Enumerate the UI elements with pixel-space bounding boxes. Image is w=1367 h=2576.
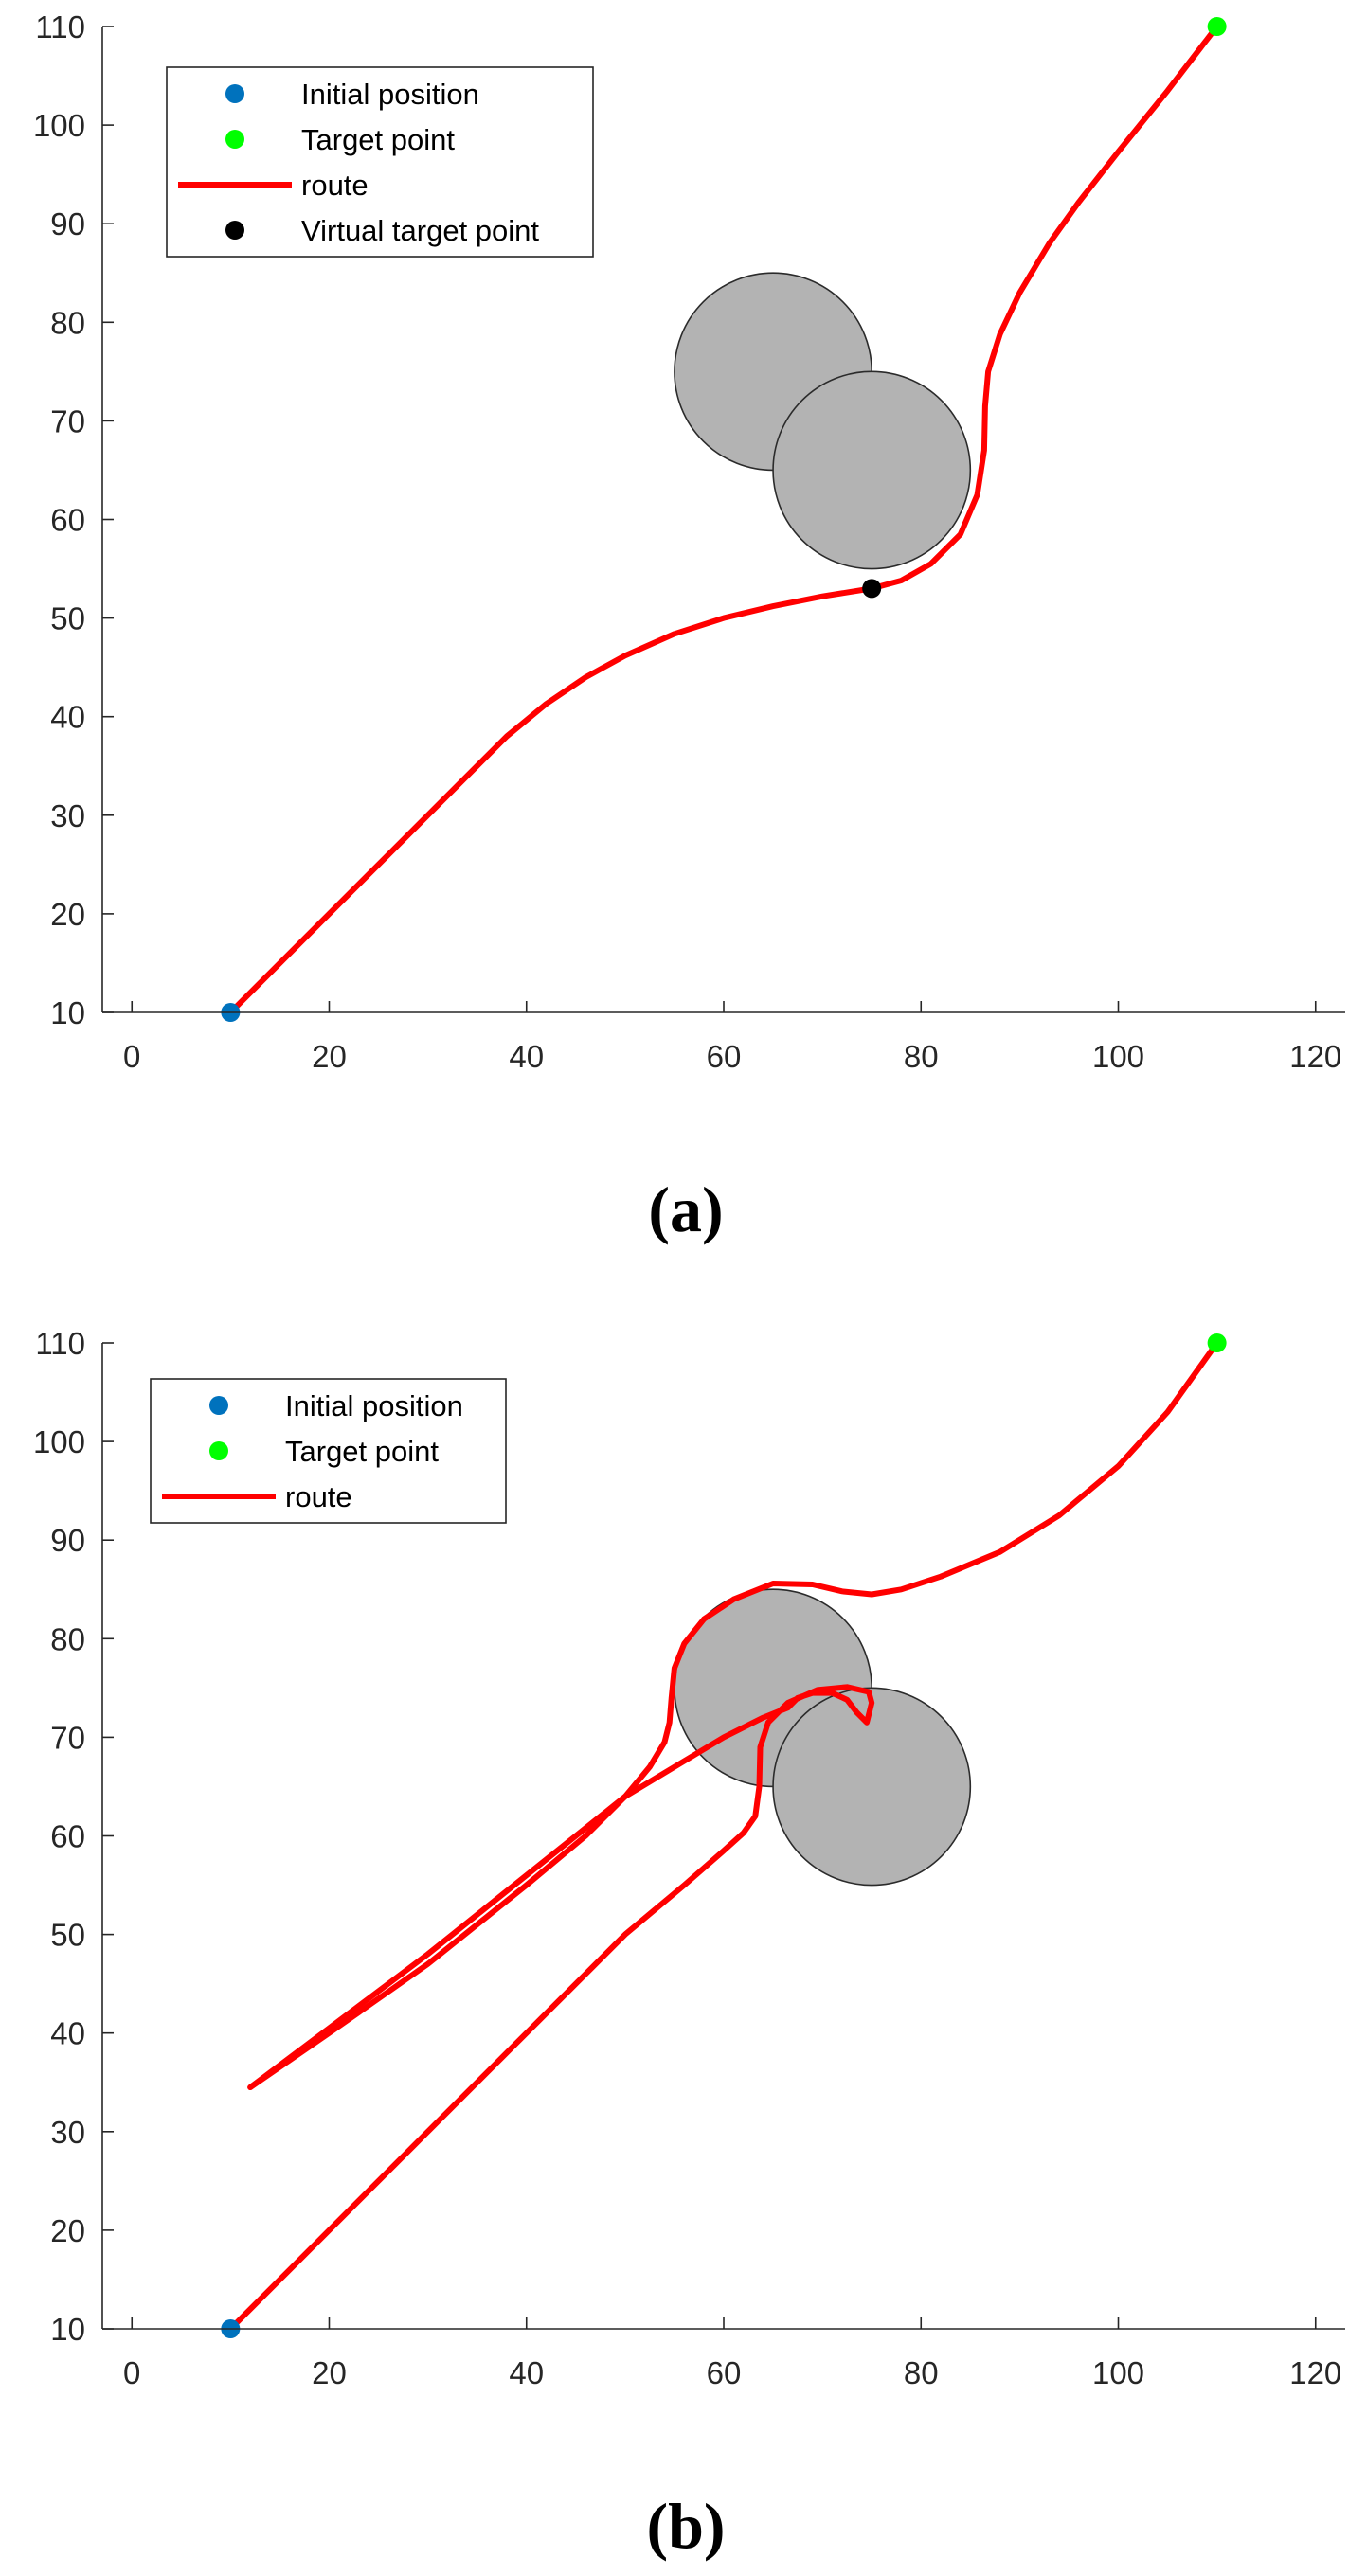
x-tick-label: 0 [123, 1039, 140, 1074]
y-tick-label: 70 [50, 1720, 85, 1755]
target-marker [1207, 1333, 1227, 1352]
target-marker [1207, 17, 1227, 36]
y-tick-label: 40 [50, 700, 85, 735]
legend-label: Virtual target point [301, 214, 539, 247]
x-tick-label: 100 [1092, 2355, 1144, 2390]
y-tick-label: 50 [50, 601, 85, 636]
y-tick-label: 60 [50, 1819, 85, 1854]
x-tick-label: 60 [707, 1039, 742, 1074]
y-tick-label: 110 [35, 9, 85, 45]
x-tick-label: 0 [123, 2355, 140, 2390]
legend-initial-swatch [209, 1396, 228, 1415]
virtual-target-marker [862, 579, 882, 599]
legend-virtual-target-swatch [225, 221, 244, 240]
x-tick-label: 20 [312, 2355, 347, 2390]
y-tick-label: 40 [50, 2016, 85, 2051]
x-tick-label: 80 [904, 1039, 939, 1074]
x-tick-label: 120 [1289, 1039, 1341, 1074]
x-tick-label: 20 [312, 1039, 347, 1074]
legend-label: route [285, 1480, 352, 1513]
route-line [227, 24, 1220, 1015]
legend-target-swatch [225, 130, 244, 149]
y-tick-label: 100 [33, 108, 85, 143]
legend-label: Initial position [285, 1389, 463, 1422]
y-tick-label: 80 [50, 1621, 85, 1656]
legend-label: Target point [301, 123, 455, 156]
y-tick-label: 20 [50, 2213, 85, 2248]
x-tick-label: 120 [1289, 2355, 1341, 2390]
x-tick-label: 40 [509, 2355, 544, 2390]
legend-label: Target point [285, 1435, 439, 1468]
legend-initial-swatch [225, 84, 244, 103]
x-tick-label: 60 [707, 2355, 742, 2390]
y-tick-label: 110 [35, 1326, 85, 1361]
y-tick-label: 90 [50, 206, 85, 242]
chart-panel-b: 0 20 40 60 80 100 120 10 20 30 40 50 60 70 80 90 100 110 I… [33, 1326, 1345, 2562]
route-line [227, 1684, 875, 2332]
y-tick-label: 80 [50, 305, 85, 340]
obstacle-circle [772, 1687, 972, 1887]
route-line [247, 1340, 1220, 2090]
y-tick-label: 60 [50, 503, 85, 538]
obstacle-circle [772, 370, 972, 570]
y-tick-label: 50 [50, 1918, 85, 1953]
panel-label: (b) [646, 2490, 725, 2562]
y-tick-label: 10 [50, 2312, 85, 2347]
legend-label: Initial position [301, 78, 479, 111]
y-tick-label: 30 [50, 798, 85, 833]
y-tick-label: 30 [50, 2115, 85, 2150]
x-tick-label: 100 [1092, 1039, 1144, 1074]
y-tick-label: 90 [50, 1523, 85, 1558]
x-tick-label: 40 [509, 1039, 544, 1074]
legend-label: route [301, 169, 369, 202]
y-tick-label: 10 [50, 995, 85, 1030]
chart-panel-a: 0 20 40 60 80 100 120 10 20 30 40 50 60 70 80 90 100 110 I… [33, 9, 1345, 1245]
x-tick-label: 80 [904, 2355, 939, 2390]
legend-target-swatch [209, 1441, 228, 1460]
y-tick-label: 100 [33, 1424, 85, 1459]
y-tick-label: 70 [50, 403, 85, 438]
panel-label: (a) [648, 1173, 723, 1245]
y-tick-label: 20 [50, 897, 85, 932]
